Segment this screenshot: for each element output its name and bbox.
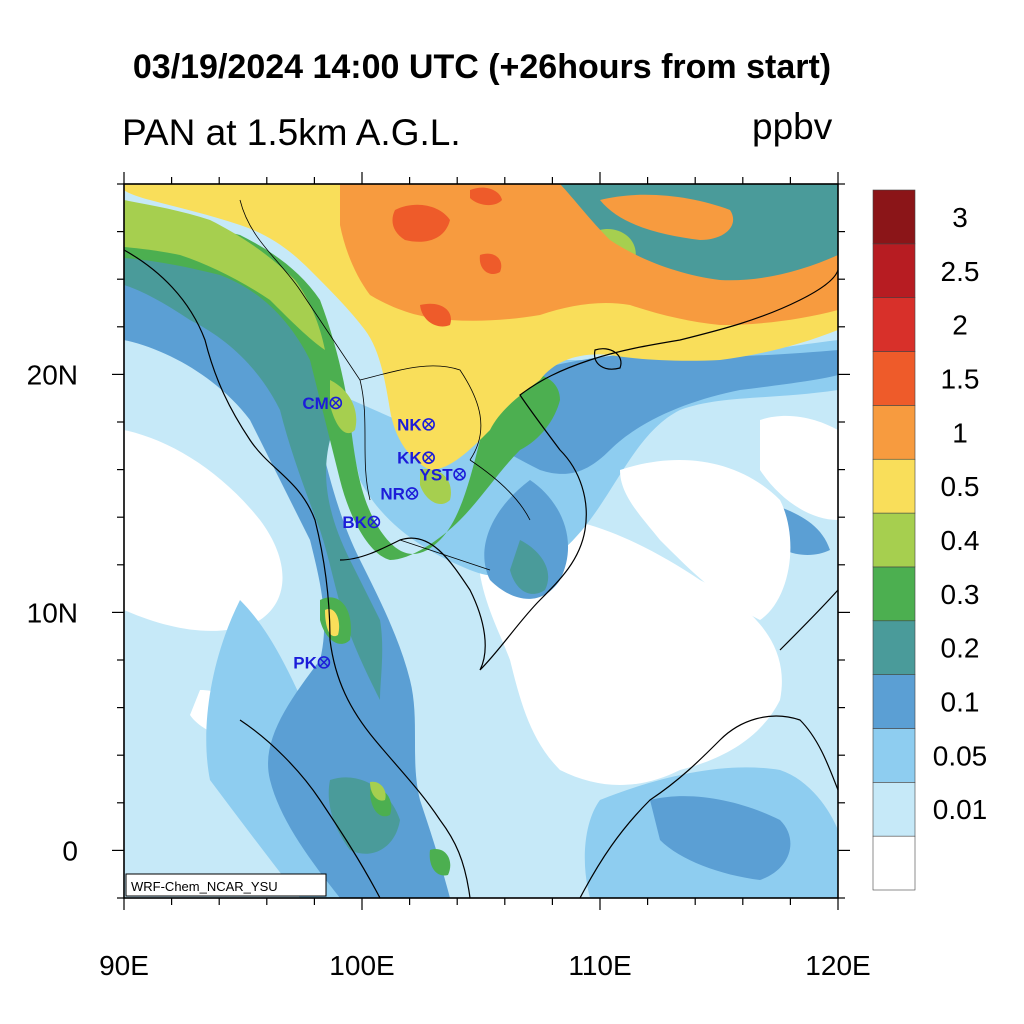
colorbar-swatch — [872, 728, 916, 783]
colorbar-label: 0.5 — [941, 471, 980, 502]
coastline-sumatra — [239, 719, 381, 898]
field-offshore-clean — [620, 460, 791, 620]
site-marker-icon — [405, 487, 419, 500]
map-title: 03/19/2024 14:00 UTC (+26hours from star… — [132, 48, 832, 86]
field-0.2 — [124, 184, 838, 854]
watermark-label: WRF-Chem_NCAR_YSU — [131, 879, 278, 894]
site-marker-icon — [453, 468, 466, 481]
site-label: PK — [293, 653, 317, 672]
lon-tick-label: 90E — [99, 950, 149, 981]
colorbar-label: 0.4 — [941, 525, 980, 556]
coastline-mainland — [124, 249, 471, 898]
colorbar-swatch — [872, 782, 916, 837]
coastlines — [124, 249, 838, 898]
colorbar-label: 0.05 — [933, 740, 988, 771]
site-yst: YST — [420, 465, 466, 484]
colorbar-label: 0.2 — [941, 633, 980, 664]
colorbar: 0.01 0.05 0.1 0.2 0.3 0.4 0.5 1 1.5 2 2.5 3 — [872, 189, 988, 891]
site-marker-icon — [422, 451, 435, 465]
colorbar-label: 1.5 — [941, 363, 980, 394]
colorbar-swatch — [872, 835, 916, 891]
site-cm: CM — [302, 394, 343, 413]
site-marker-icon — [367, 515, 381, 529]
site-marker-cross — [319, 658, 329, 667]
site-label: NK — [397, 415, 422, 434]
coastline-indochina — [339, 269, 838, 671]
site-marker-cross — [424, 453, 433, 462]
coastline-hainan — [593, 348, 622, 370]
site-label: YST — [420, 465, 454, 484]
colorbar-swatch — [872, 297, 916, 352]
field-1.5 — [392, 187, 502, 327]
coastline-borneo — [579, 715, 838, 898]
colorbar-label: 0.1 — [941, 687, 980, 718]
lat-tick-label: 0 — [62, 835, 78, 866]
colorbar-swatch — [872, 566, 916, 622]
site-marker-icon — [317, 656, 331, 669]
colorbar-swatch — [872, 243, 916, 298]
watermark-box — [125, 873, 327, 897]
site-marker-icon — [422, 418, 435, 431]
site-marker-cross — [407, 489, 417, 498]
colorbar-swatch — [872, 405, 916, 460]
units-label: ppbv — [752, 106, 833, 147]
country-borders — [239, 199, 531, 571]
site-marker-cross — [455, 470, 464, 479]
lon-tick-label: 120E — [805, 950, 870, 981]
site-marker-cross — [424, 420, 433, 429]
field-1 — [340, 184, 838, 325]
colorbar-swatch — [872, 458, 916, 514]
variable-label: PAN at 1.5km A.G.L. — [122, 112, 461, 153]
site-label: BK — [342, 513, 367, 532]
colorbar-label: 1 — [952, 417, 968, 448]
colorbar-label: 0.3 — [941, 579, 980, 610]
site-label: NR — [380, 484, 405, 503]
coastline-philippines — [779, 589, 838, 651]
lon-tick-label: 100E — [329, 950, 394, 981]
lat-tick-label: 20N — [27, 359, 78, 390]
colorbar-label: 0.01 — [933, 794, 988, 825]
colorbar-label: 2.5 — [941, 256, 980, 287]
site-marker-cross — [331, 398, 341, 408]
site-pk: PK — [293, 653, 331, 672]
colorbar-label: 2 — [952, 310, 968, 341]
site-label: KK — [397, 449, 422, 468]
site-label: CM — [302, 394, 328, 413]
map-frame — [123, 183, 839, 899]
concentration-field — [124, 184, 838, 898]
axis-tick-labels: 90E 100E 110E 120E 0 10N 20N — [27, 359, 871, 981]
field-clean-ocean — [124, 415, 838, 785]
colorbar-swatch — [872, 189, 916, 245]
site-bk: BK — [342, 513, 381, 532]
colorbar-swatch — [872, 674, 916, 729]
lon-tick-label: 110E — [568, 950, 631, 981]
colorbar-swatch — [872, 512, 916, 568]
axis-ticks — [112, 172, 850, 910]
site-nr: NR — [380, 484, 419, 503]
colorbar-swatch — [872, 620, 916, 675]
site-marker-cross — [369, 517, 379, 527]
colorbar-swatch — [872, 351, 916, 406]
colorbar-label: 3 — [952, 202, 968, 233]
site-nk: NK — [397, 415, 435, 434]
lat-tick-label: 10N — [27, 597, 78, 628]
site-marker-icon — [329, 396, 343, 410]
site-kk: KK — [397, 449, 435, 468]
